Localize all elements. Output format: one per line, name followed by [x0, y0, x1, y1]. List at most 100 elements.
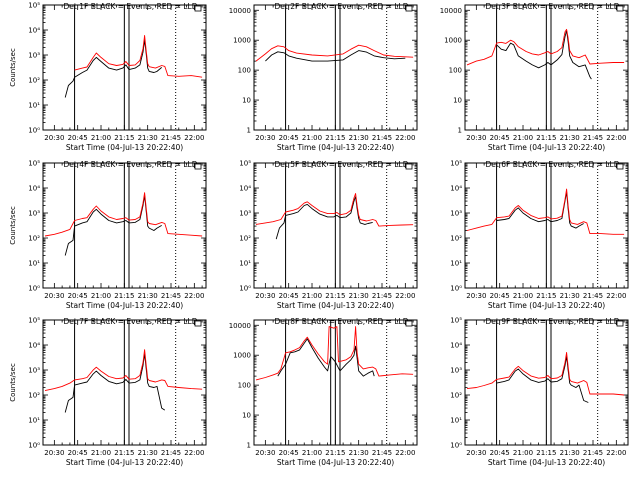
y-tick-label: 1: [247, 127, 251, 135]
y-tick-label: 10⁰: [28, 127, 40, 135]
x-tick-label: 21:30: [560, 134, 580, 142]
plot-area: [255, 163, 414, 288]
x-tick-label: 21:30: [138, 449, 158, 457]
x-tick-label: 21:30: [560, 292, 580, 300]
y-tick-label: 10⁴: [28, 342, 40, 350]
plot-area: [255, 5, 414, 130]
x-tick-label: 21:30: [349, 292, 369, 300]
x-tick-label: 22:00: [184, 292, 204, 300]
y-axis-label: Counts/sec: [9, 206, 17, 245]
x-tick-label: 21:15: [325, 134, 345, 142]
x-tick-label: 21:45: [372, 292, 392, 300]
title-box-mark: [616, 163, 624, 170]
y-tick-label: 1: [247, 442, 251, 450]
x-tick-label: 20:45: [279, 449, 299, 457]
y-axis: 10⁰ 10¹ 10² 10³ 10⁴ 10⁵: [28, 317, 206, 450]
lld-series-line: [44, 192, 203, 237]
x-tick-label: 22:00: [395, 134, 415, 142]
y-tick-label: 10²: [239, 235, 251, 243]
y-axis: 10⁰ 10¹ 10² 10³ 10⁴ 10⁵: [450, 160, 628, 293]
y-axis: 10⁰ 10¹ 10² 10³ 10⁴ 10⁵: [28, 160, 206, 293]
y-tick-label: 10000: [229, 7, 251, 15]
x-tick-label: 21:45: [372, 449, 392, 457]
x-tick-label: 21:45: [583, 292, 603, 300]
y-tick-label: 10⁵: [28, 160, 40, 168]
y-tick-label: 10¹: [450, 417, 462, 425]
events-series-line: [64, 195, 162, 256]
x-axis-label: Start Time (04-Jul-13 20:22:40): [277, 458, 394, 467]
title-box-mark: [194, 5, 202, 12]
title-box-mark: [194, 163, 202, 170]
lld-series-line: [255, 326, 414, 381]
y-tick-label: 10⁵: [28, 2, 40, 10]
y-tick-label: 10⁰: [450, 285, 462, 293]
x-axis: 20:30 20:45 21:00 21:15 21:30 21:45 22:00Start…: [255, 163, 415, 310]
y-tick-label: 10²: [28, 235, 40, 243]
x-tick-label: 21:15: [536, 292, 556, 300]
x-axis: 20:30 20:45 21:00 21:15 21:30 21:45 22:00Start…: [466, 5, 626, 152]
x-tick-label: 20:30: [255, 134, 275, 142]
detector-panel-8: 1 10 100 1000 10000 20:30 20:45 21:00 21:15 21:30…: [229, 317, 418, 467]
plot-area: [44, 163, 203, 288]
y-tick-label: 10⁰: [239, 285, 251, 293]
x-tick-label: 20:45: [279, 134, 299, 142]
x-tick-label: 21:15: [536, 134, 556, 142]
panel-title: Det 6F BLACK = Events, RED = LLD: [486, 160, 620, 169]
x-tick-label: 21:00: [302, 134, 322, 142]
x-tick-label: 21:00: [91, 449, 111, 457]
y-tick-label: 10¹: [28, 417, 40, 425]
x-axis: 20:30 20:45 21:00 21:15 21:30 21:45 22:00Start…: [255, 320, 415, 467]
panel-title: Det 7F BLACK = Events, RED = LLD: [64, 317, 198, 326]
x-tick-label: 21:45: [161, 292, 181, 300]
y-tick-label: 10⁵: [450, 317, 462, 325]
x-tick-label: 21:00: [513, 449, 533, 457]
plot-area: [255, 320, 414, 445]
y-tick-label: 10: [453, 97, 462, 105]
detector-panel-9: 10⁰ 10¹ 10² 10³ 10⁴ 10⁵ 20:30 20:45 21:00 21:15 21…: [450, 317, 629, 467]
x-tick-label: 21:45: [161, 134, 181, 142]
y-tick-label: 10²: [28, 77, 40, 85]
y-tick-label: 1000: [233, 37, 251, 45]
y-tick-label: 10⁰: [28, 442, 40, 450]
y-axis: 1 10 100 1000 10000: [440, 7, 628, 135]
x-tick-label: 22:00: [606, 449, 626, 457]
y-axis: 10⁰ 10¹ 10² 10³ 10⁴ 10⁵: [28, 2, 206, 135]
x-tick-label: 20:45: [490, 449, 510, 457]
lld-series-line: [466, 188, 625, 235]
x-tick-label: 21:30: [349, 134, 369, 142]
x-axis-label: Start Time (04-Jul-13 20:22:40): [277, 143, 394, 152]
x-tick-label: 20:30: [255, 292, 275, 300]
detector-panel-4: 10⁰ 10¹ 10² 10³ 10⁴ 10⁵ 20:30 20:45 21:00 21:15 21…: [9, 160, 207, 310]
y-tick-label: 10⁴: [28, 27, 40, 35]
y-tick-label: 10: [242, 412, 251, 420]
x-tick-label: 20:30: [44, 292, 64, 300]
x-tick-label: 20:30: [255, 449, 275, 457]
panel-title: Det 3F BLACK = Events, RED = LLD: [486, 2, 620, 11]
plot-area: [64, 5, 203, 130]
y-tick-label: 1: [458, 127, 462, 135]
lld-series-line: [255, 193, 414, 227]
x-tick-label: 22:00: [395, 449, 415, 457]
y-tick-label: 10¹: [28, 102, 40, 110]
y-tick-label: 10³: [450, 367, 462, 375]
panel-title: Det 5F BLACK = Events, RED = LLD: [275, 160, 409, 169]
x-tick-label: 21:00: [302, 292, 322, 300]
x-tick-label: 20:45: [490, 292, 510, 300]
lld-series-line: [466, 352, 625, 396]
x-tick-label: 21:45: [161, 449, 181, 457]
y-tick-label: 100: [238, 382, 251, 390]
lld-series-line: [255, 44, 414, 62]
x-tick-label: 20:30: [466, 134, 486, 142]
events-series-line: [275, 196, 373, 240]
detector-panel-6: 10⁰ 10¹ 10² 10³ 10⁴ 10⁵ 20:30 20:45 21:00 21:15 21…: [450, 160, 629, 310]
plot-area: [466, 320, 625, 445]
x-tick-label: 21:45: [583, 134, 603, 142]
x-tick-label: 20:30: [44, 134, 64, 142]
x-tick-label: 21:00: [513, 134, 533, 142]
y-axis: 1 10 100 1000 10000: [229, 322, 417, 450]
y-tick-label: 10¹: [28, 260, 40, 268]
events-series-line: [64, 39, 162, 98]
x-tick-label: 21:30: [138, 134, 158, 142]
panel-title: Det 2F BLACK = Events, RED = LLD: [275, 2, 409, 11]
